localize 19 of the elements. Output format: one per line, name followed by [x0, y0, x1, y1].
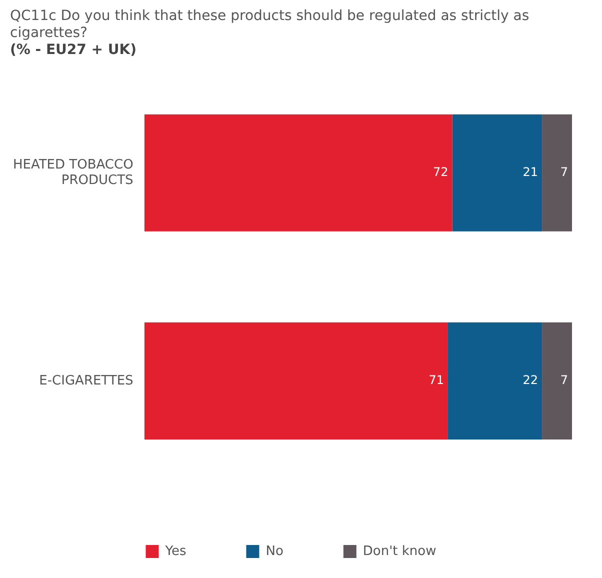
bar: [542, 114, 572, 232]
chart-title: QC11c Do you think that these products should be regulated as strictly as cigarettes?: [10, 8, 530, 42]
legend-label: Yes: [164, 544, 186, 559]
bar: [448, 322, 542, 440]
y-tick-label: HEATED TOBACCO PRODUCTS: [12, 157, 134, 188]
data-label: 21: [522, 164, 538, 179]
legend-label: No: [266, 544, 284, 559]
data-label: 7: [560, 373, 568, 388]
bar: [144, 114, 452, 232]
data-label: 72: [432, 164, 448, 179]
bar: [542, 322, 572, 440]
bar: [144, 322, 448, 440]
data-label: 7: [560, 164, 568, 179]
y-tick-label: E-CIGARETTES: [39, 373, 134, 388]
data-label: 22: [522, 373, 538, 388]
chart-subtitle: (% - EU27 + UK): [10, 42, 138, 58]
bar: [452, 114, 542, 232]
legend-label: Don't know: [362, 544, 437, 559]
data-label: 71: [428, 373, 444, 388]
